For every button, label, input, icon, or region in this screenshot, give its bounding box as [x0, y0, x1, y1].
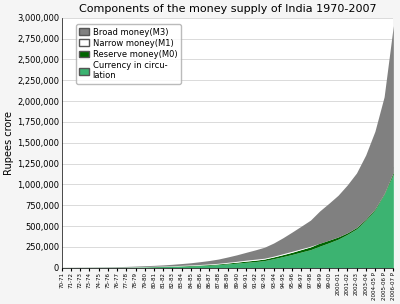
Legend: Broad money(M3), Narrow money(M1), Reserve money(M0), Currency in circu-
lation: Broad money(M3), Narrow money(M1), Reser…	[76, 24, 180, 84]
Y-axis label: Rupees crore: Rupees crore	[4, 111, 14, 175]
Title: Components of the money supply of India 1970-2007: Components of the money supply of India …	[79, 4, 376, 14]
